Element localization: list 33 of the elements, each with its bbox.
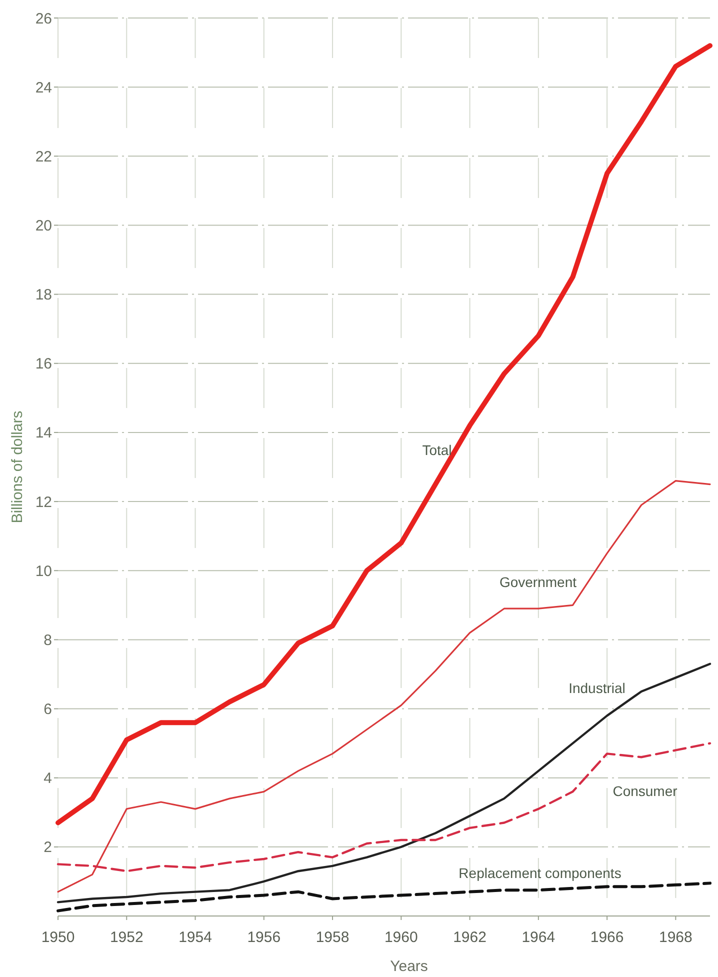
y-tick-label: 6 [44, 701, 52, 718]
y-tick-label: 10 [35, 562, 52, 580]
x-tick-label: 1950 [41, 929, 75, 946]
line-series [57, 480, 711, 893]
series-label: Replacement components [458, 864, 622, 881]
y-tick-label: 16 [35, 356, 52, 373]
x-tick-label: 1958 [316, 929, 350, 946]
x-tick-label: 1966 [590, 929, 624, 946]
y-tick-label: 20 [35, 217, 52, 234]
y-tick-label: 12 [35, 494, 52, 511]
x-tick-label: 1962 [453, 929, 486, 946]
x-axis-title: Years [390, 958, 428, 975]
y-tick-label: 18 [35, 286, 52, 304]
y-tick-label: 8 [44, 632, 52, 649]
x-tick-label: 1960 [384, 929, 418, 946]
y-tick-label: 2 [44, 839, 52, 856]
y-tick-label: 24 [35, 79, 52, 96]
y-tick-label: 4 [44, 770, 52, 788]
series-label: Consumer [612, 782, 678, 799]
x-tick-label: 1968 [658, 929, 692, 946]
x-tick-label: 1954 [178, 929, 212, 946]
y-tick-label: 14 [35, 424, 52, 442]
series-label: Industrial [568, 680, 626, 696]
y-axis-title: Billions of dollars [9, 410, 26, 524]
y-tick-label: 26 [35, 10, 52, 28]
series-label: Total [422, 442, 452, 458]
x-tick-label: 1952 [110, 929, 144, 946]
line-series [56, 882, 712, 912]
x-tick-label: 1956 [247, 929, 281, 946]
series-label: Government [499, 574, 577, 590]
line-series [56, 662, 712, 904]
x-tick-label: 1964 [522, 929, 556, 946]
y-tick-label: 22 [35, 148, 52, 166]
